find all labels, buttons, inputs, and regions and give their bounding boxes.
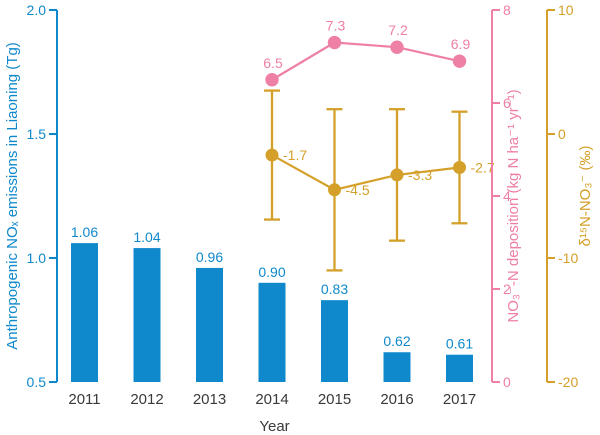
right-outer-tick-label--10: -10 (558, 250, 578, 266)
left-tick-label-1.5: 1.5 (27, 126, 47, 142)
x-tick-label-2013: 2013 (193, 391, 226, 408)
bar-value-label-2013: 0.96 (196, 249, 223, 265)
deposition-point-2014 (265, 73, 279, 87)
delta15n-line (271, 154, 460, 191)
left-tick-label-2.0: 2.0 (27, 2, 47, 18)
bar-value-label-2012: 1.04 (133, 229, 160, 245)
deposition-value-label-2015: 7.3 (326, 18, 346, 34)
right-outer-axis-title: δ¹⁵N-NO₃⁻ (‰) (577, 145, 594, 246)
right-inner-tick-label-0: 0 (503, 374, 511, 390)
x-tick-label-2016: 2016 (380, 391, 413, 408)
deposition-point-2015 (327, 35, 342, 50)
x-tick-label-2015: 2015 (318, 391, 351, 408)
delta15n-point-2014 (265, 148, 279, 162)
bar-value-label-2014: 0.90 (258, 264, 285, 280)
x-axis-title: Year (259, 418, 289, 435)
deposition-point-2017 (452, 54, 467, 68)
delta15n-point-2015 (328, 183, 341, 197)
left-axis-title: Anthropogenic NOₓ emissions in Liaoning … (4, 42, 21, 350)
deposition-value-label-2017: 6.9 (451, 36, 471, 52)
left-tick-label-1.0: 1.0 (27, 250, 47, 266)
x-tick-label-2014: 2014 (255, 391, 288, 408)
bar-2013 (196, 267, 223, 382)
bar-2012 (133, 248, 161, 382)
right-outer-tick-label-0: 0 (558, 126, 566, 142)
bar-2015 (321, 300, 348, 382)
x-tick-label-2012: 2012 (130, 391, 163, 408)
x-tick-label-2017: 2017 (443, 391, 476, 408)
bar-value-label-2015: 0.83 (321, 281, 348, 297)
left-tick-label-0.5: 0.5 (27, 374, 47, 390)
bar-value-label-2016: 0.62 (383, 333, 410, 349)
right-inner-tick-label-4: 4 (503, 188, 511, 204)
delta15n-value-label-2017: -2.7 (471, 159, 495, 175)
right-inner-axis-title: NO₃⁻-N deposition (kg N ha⁻¹ yr⁻¹) (505, 89, 522, 322)
right-inner-tick-label-2: 2 (503, 281, 511, 297)
right-inner-tick-label-8: 8 (503, 2, 511, 18)
delta15n-value-label-2015: -4.5 (346, 182, 370, 198)
delta15n-point-2016 (390, 168, 404, 182)
bar-value-label-2017: 0.61 (446, 336, 473, 352)
delta15n-point-2017 (453, 160, 466, 174)
bar-2014 (258, 282, 286, 382)
delta15n-value-label-2016: -3.3 (408, 167, 432, 183)
delta15n-value-label-2014: -1.7 (283, 147, 307, 163)
deposition-value-label-2014: 6.5 (263, 55, 283, 71)
bar-2016 (383, 352, 411, 382)
bar-2017 (446, 354, 473, 382)
bar-value-label-2011: 1.06 (71, 224, 98, 240)
deposition-line (271, 41, 460, 81)
bar-2011 (71, 243, 98, 382)
right-outer-tick-label--20: -20 (558, 374, 578, 390)
deposition-value-label-2016: 7.2 (388, 22, 408, 38)
right-inner-tick-label-6: 6 (503, 95, 511, 111)
x-tick-label-2011: 2011 (68, 391, 100, 408)
deposition-point-2016 (390, 40, 404, 54)
right-outer-tick-label-10: 10 (558, 2, 574, 18)
